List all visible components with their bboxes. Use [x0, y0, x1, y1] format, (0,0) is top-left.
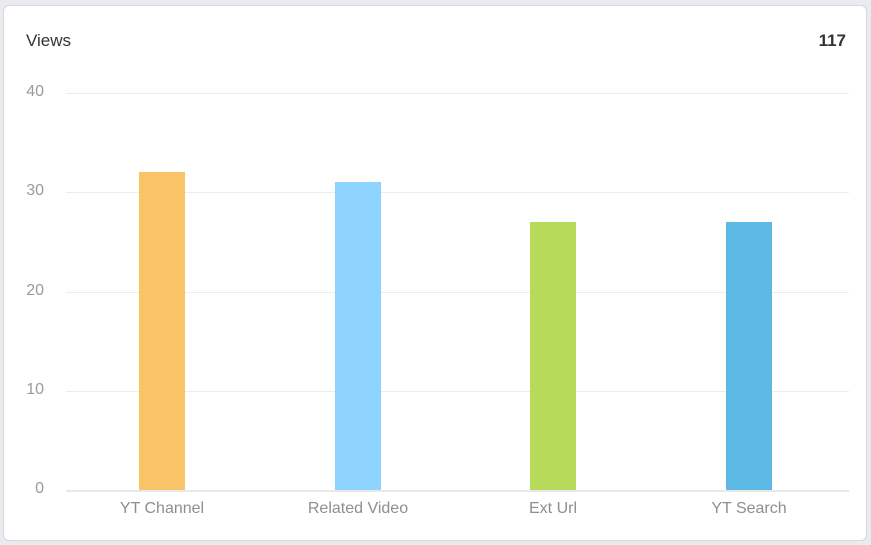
y-tick-label: 0 [35, 480, 44, 497]
x-tick-label: Related Video [307, 500, 409, 517]
bar-related-video[interactable] [335, 182, 381, 490]
x-axis-line [66, 490, 849, 492]
x-tick-label: YT Channel [119, 500, 205, 517]
card-title: Views [26, 31, 72, 50]
bar-yt-channel[interactable] [139, 172, 185, 490]
views-card: Views 117 0 10 20 30 40 YT Channel Related Vid… [3, 5, 867, 541]
bar-yt-search[interactable] [726, 222, 772, 490]
y-tick-label: 20 [26, 281, 44, 299]
gridline [66, 192, 849, 194]
total-count: 117 [818, 31, 846, 50]
y-tick-label: 30 [26, 182, 44, 200]
x-tick-label: Ext Url [529, 500, 577, 517]
y-tick-label: 40 [26, 83, 44, 100]
x-tick-label: YT Search [711, 500, 787, 517]
bar-ext-url[interactable] [530, 222, 576, 490]
gridline [66, 291, 849, 293]
gridline [66, 390, 849, 392]
y-tick-label: 10 [26, 380, 44, 398]
gridline [66, 93, 849, 94]
